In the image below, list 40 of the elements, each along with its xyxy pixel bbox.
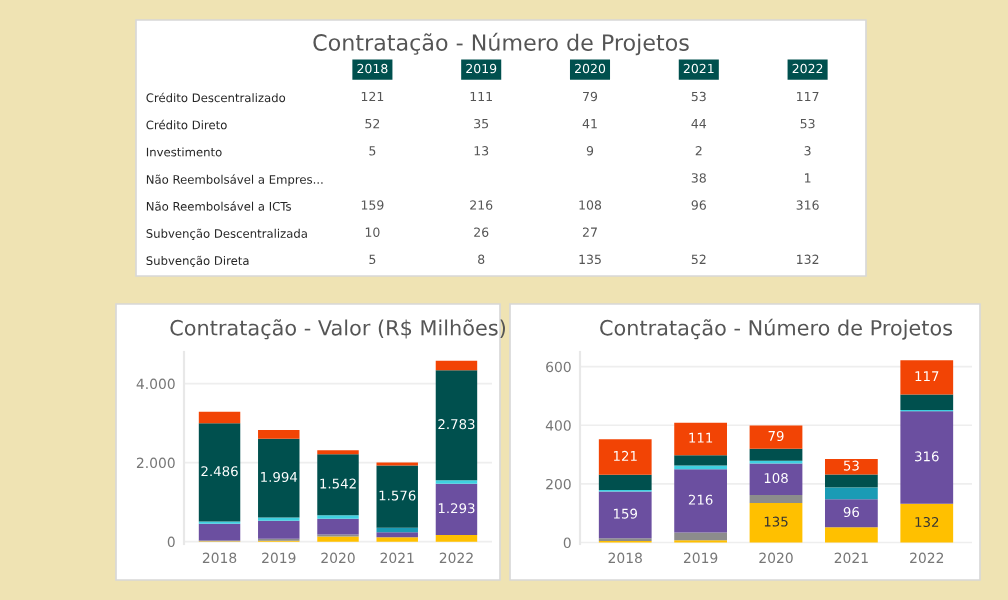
bar (435, 483, 478, 535)
bar (598, 491, 652, 539)
bar (825, 527, 878, 543)
bar (258, 520, 300, 539)
bar (825, 488, 878, 500)
bar (198, 423, 241, 522)
bar (198, 411, 241, 424)
bar (749, 425, 803, 449)
bar (317, 518, 359, 535)
bar (258, 438, 300, 518)
bar (674, 455, 727, 466)
bar (674, 469, 727, 533)
bar (376, 532, 418, 538)
bar (317, 454, 359, 516)
chart-title: Contratação - Número de Projetos (600, 318, 953, 340)
bar (674, 532, 727, 541)
bar (749, 448, 803, 461)
bar (825, 499, 878, 528)
bar (825, 458, 878, 475)
bar (435, 534, 478, 542)
bar (749, 502, 803, 543)
bar (198, 523, 241, 541)
bar (900, 411, 954, 504)
bar (674, 422, 727, 456)
bar (435, 370, 478, 481)
bar (749, 463, 803, 496)
bar (900, 394, 954, 411)
chart-title: Contratação - Número de Projetos (313, 32, 689, 56)
bar (435, 360, 478, 371)
bar (900, 503, 954, 543)
bar (258, 430, 300, 439)
bar (376, 465, 418, 528)
bar (376, 527, 418, 533)
bar (598, 474, 652, 491)
bar (598, 439, 652, 475)
bar (825, 474, 878, 488)
bar (317, 536, 359, 542)
chart-title: Contratação - Valor (R$ Milhões) (170, 319, 505, 340)
bar (749, 495, 803, 503)
bar (900, 360, 954, 395)
